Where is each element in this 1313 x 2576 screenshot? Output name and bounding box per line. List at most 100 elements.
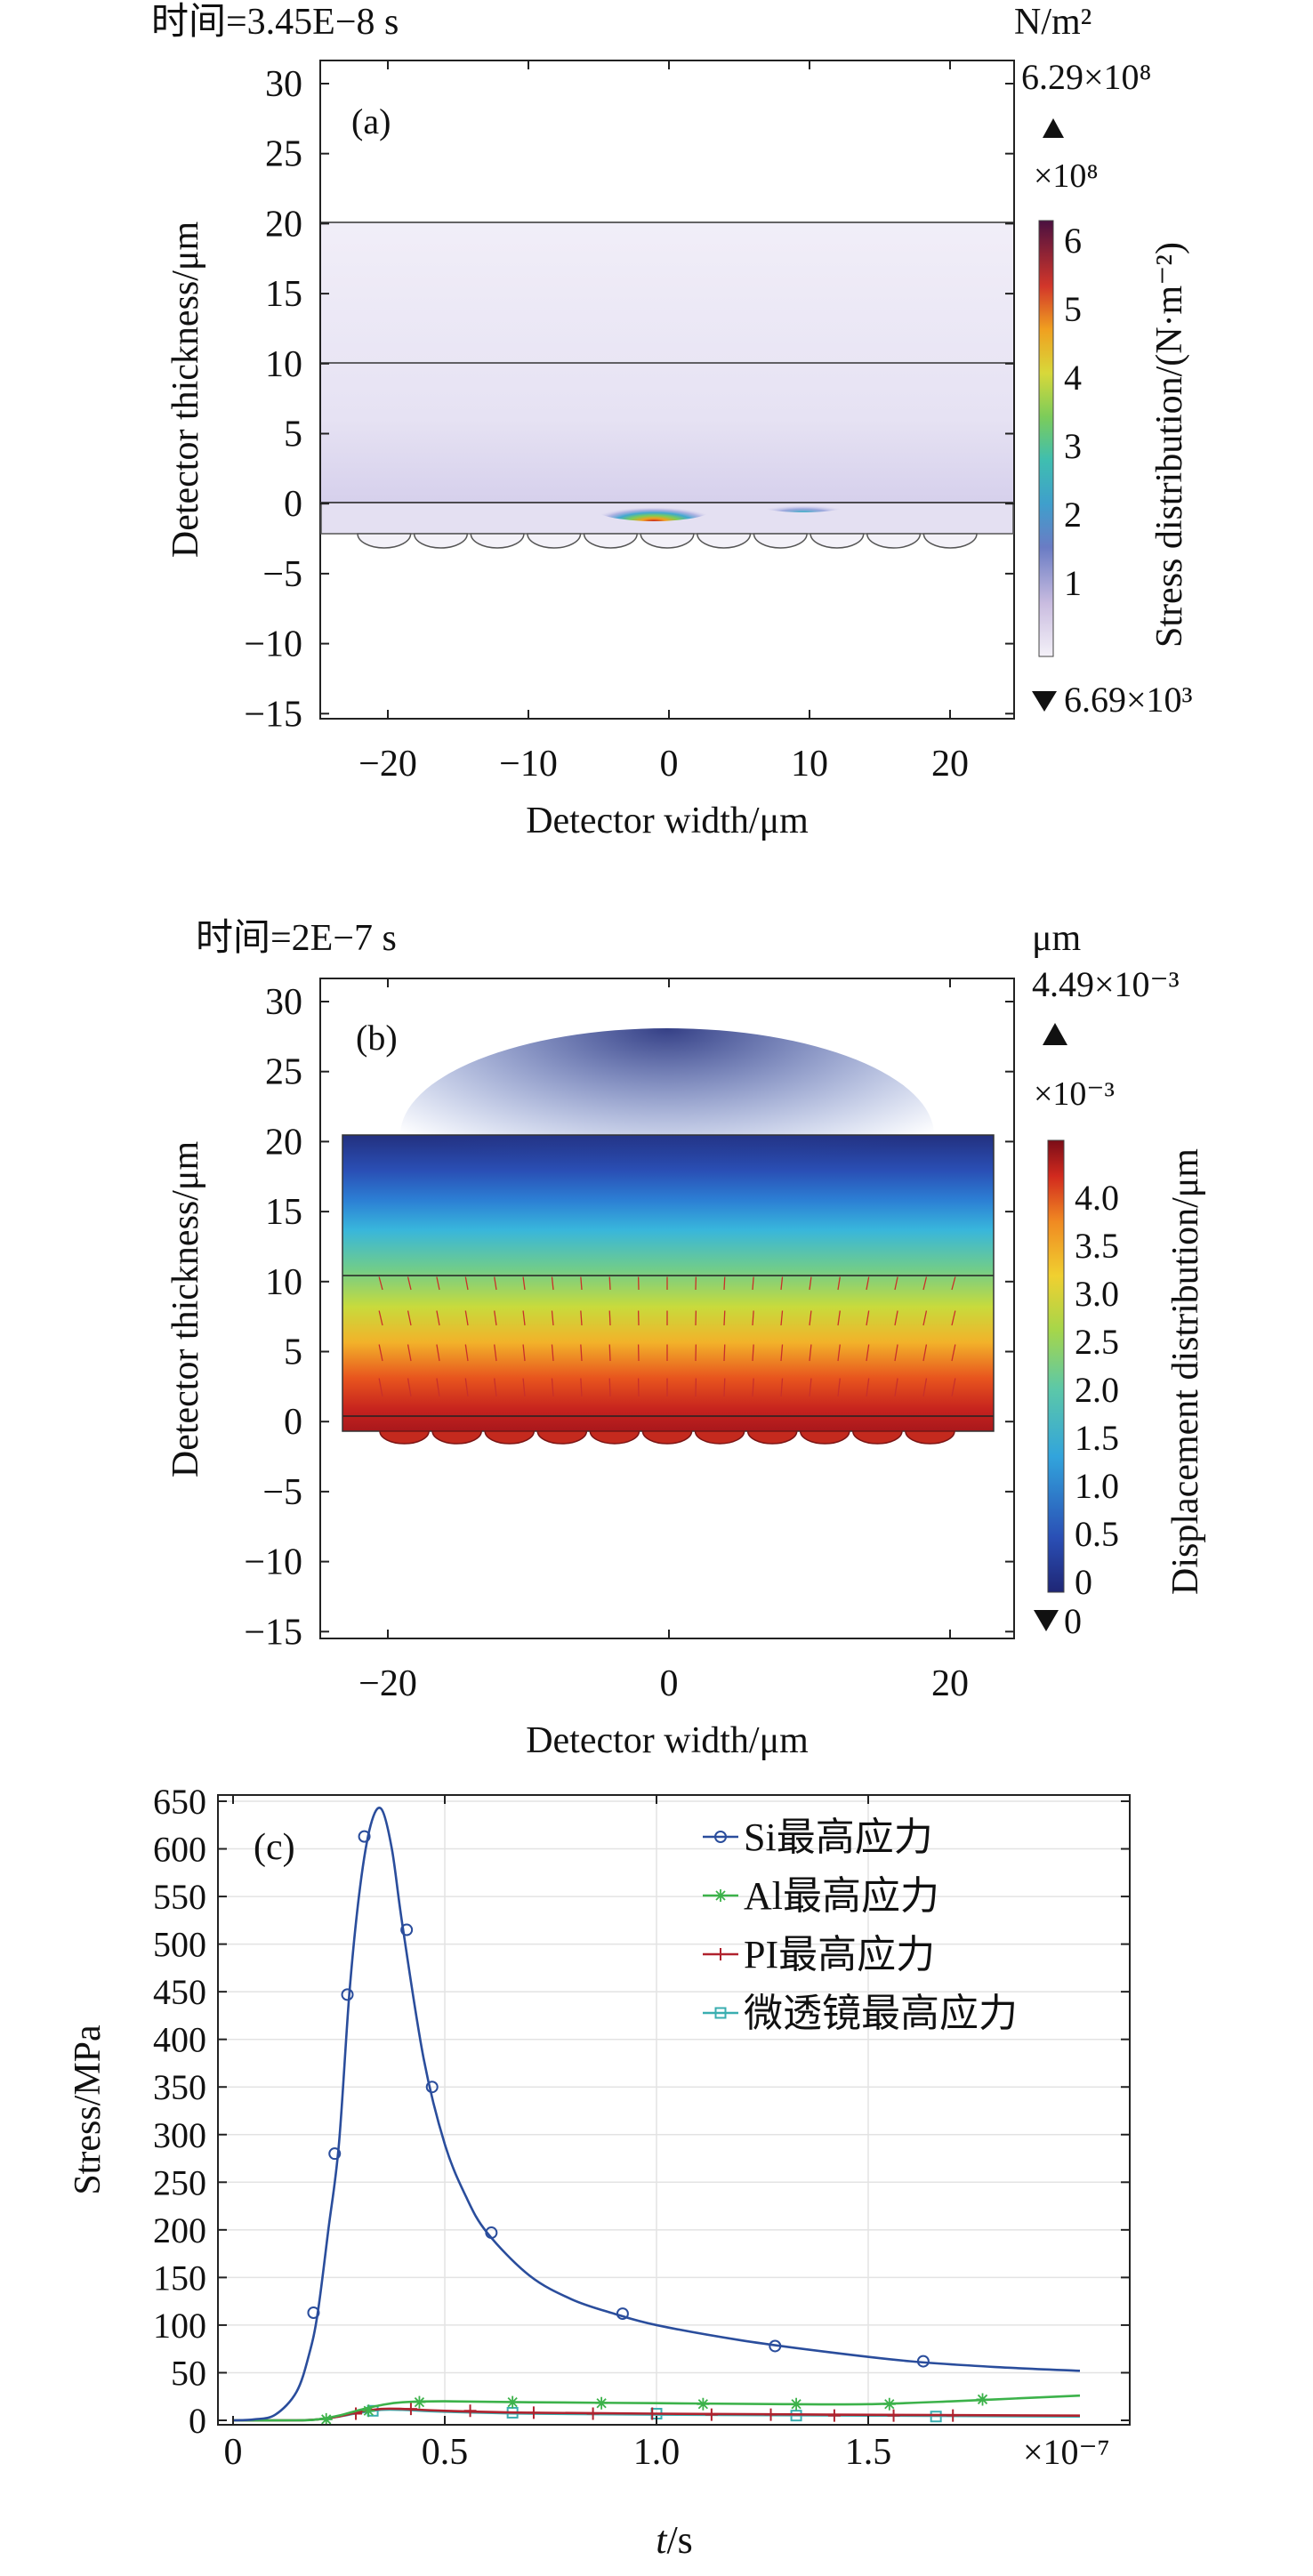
x-tick-label: 0 bbox=[660, 1663, 679, 1704]
y-axis-label: Stress/MPa bbox=[68, 2025, 109, 2195]
microlens bbox=[484, 1430, 536, 1445]
displacement-arrow bbox=[723, 1378, 726, 1397]
y-tick-label: 25 bbox=[265, 134, 302, 175]
y-tick-label: −10 bbox=[244, 624, 302, 665]
y-tick-label: 10 bbox=[265, 344, 302, 385]
microlens bbox=[413, 533, 469, 549]
series-marker bbox=[769, 2339, 782, 2353]
series-marker bbox=[764, 2408, 777, 2421]
displacement-arrow bbox=[580, 1310, 583, 1326]
displacement-arrow bbox=[522, 1378, 526, 1397]
legend-marker bbox=[714, 1889, 727, 1902]
legend-label: PI最高应力 bbox=[744, 1933, 935, 1976]
y-tick-label: 30 bbox=[265, 982, 302, 1023]
microlens bbox=[866, 533, 922, 549]
displacement-arrow bbox=[551, 1310, 554, 1326]
displacement-arrow bbox=[464, 1276, 469, 1291]
colorbar-tick-label: 2 bbox=[1064, 495, 1082, 535]
displacement-arrow bbox=[809, 1310, 812, 1326]
y-tick-label: 150 bbox=[153, 2258, 206, 2298]
y-tick-label: 30 bbox=[265, 64, 302, 105]
x-tick-label: −10 bbox=[499, 744, 558, 785]
y-tick-label: 350 bbox=[153, 2067, 206, 2107]
y-tick-label: 450 bbox=[153, 1972, 206, 2012]
series-line bbox=[232, 1807, 1081, 2422]
displacement-arrow bbox=[922, 1276, 928, 1291]
legend-label: 微透镜最高应力 bbox=[744, 1992, 1018, 2035]
x-tick-label: 10 bbox=[791, 744, 828, 785]
displacement-arrow bbox=[809, 1276, 812, 1291]
colorbar-tick-label: 2.0 bbox=[1075, 1370, 1119, 1410]
series-marker bbox=[319, 2412, 333, 2426]
panel-label: (c) bbox=[254, 1827, 295, 1868]
series-marker bbox=[328, 2147, 342, 2161]
y-tick-label: 100 bbox=[153, 2306, 206, 2346]
series-marker bbox=[350, 2407, 363, 2420]
displacement-arrow bbox=[464, 1378, 469, 1397]
series-marker bbox=[790, 2397, 803, 2411]
y-tick-label: 5 bbox=[284, 1332, 302, 1373]
microlens bbox=[470, 533, 525, 549]
x-axis-label: Detector width/μm bbox=[526, 801, 809, 841]
series-marker bbox=[697, 2397, 710, 2411]
displacement-arrow bbox=[436, 1378, 440, 1397]
legend-marker bbox=[714, 2007, 727, 2019]
microlens bbox=[694, 1430, 745, 1445]
microlens bbox=[641, 1430, 693, 1445]
microlens bbox=[852, 1430, 903, 1445]
colorbar-tick-label: 3 bbox=[1064, 426, 1082, 466]
chart-series bbox=[232, 1807, 1081, 2426]
x-tick-label: 0.5 bbox=[422, 2432, 469, 2473]
panel-label: (b) bbox=[356, 1018, 398, 1058]
displacement-arrow bbox=[951, 1276, 956, 1291]
series-marker bbox=[341, 1988, 354, 2001]
y-tick-label: 15 bbox=[265, 1192, 302, 1233]
displacement-arrow bbox=[407, 1378, 412, 1397]
colorbar-tick-label: 4.0 bbox=[1075, 1178, 1119, 1218]
legend-marker bbox=[714, 1831, 727, 1843]
series-marker bbox=[362, 2404, 375, 2418]
displacement-arrow bbox=[866, 1378, 870, 1397]
colorbar-tick-label: 3.0 bbox=[1075, 1274, 1119, 1314]
y-tick-label: 5 bbox=[284, 415, 302, 455]
unit-label: N/m² bbox=[1014, 2, 1091, 43]
panel-b-svg: 时间=2E−7 s μm 4.49×10⁻³ ×10⁻³ 30 25 20 15 10 5… bbox=[165, 918, 1206, 1761]
microlens bbox=[431, 1430, 482, 1445]
displacement-arrow bbox=[494, 1378, 497, 1397]
series-marker bbox=[882, 2397, 896, 2411]
colorbar-tick-label: 2.5 bbox=[1075, 1322, 1119, 1362]
displacement-arrow bbox=[723, 1344, 726, 1362]
time-label: 时间=3.45E−8 s bbox=[151, 2, 399, 43]
multiplier-label: ×10⁻³ bbox=[1034, 1075, 1115, 1113]
displacement-arrow bbox=[837, 1344, 841, 1362]
series-marker bbox=[506, 2395, 520, 2409]
x-tick-label: 0 bbox=[660, 744, 679, 785]
displacement-arrow bbox=[894, 1310, 898, 1326]
displacement-arrow bbox=[378, 1276, 383, 1291]
x-tick-label: 0 bbox=[224, 2432, 243, 2473]
y-tick-label: −15 bbox=[244, 694, 302, 735]
displacement-arrow bbox=[866, 1276, 870, 1291]
legend-label: Si最高应力 bbox=[744, 1815, 933, 1859]
colorbar-label: Stress distribution/(N·m⁻²) bbox=[1149, 242, 1190, 648]
chart-grid bbox=[219, 1796, 1129, 2424]
displacement-arrow bbox=[494, 1276, 497, 1291]
min-triangle-icon bbox=[1034, 1610, 1059, 1631]
stress-hotspot-right bbox=[759, 498, 848, 512]
series-marker bbox=[827, 2409, 841, 2422]
series-marker bbox=[916, 2355, 930, 2368]
series-marker bbox=[413, 2395, 426, 2409]
min-value-label: 0 bbox=[1064, 1601, 1082, 1641]
displacement-arrow bbox=[951, 1344, 956, 1362]
legend-label: Al最高应力 bbox=[744, 1874, 939, 1918]
displacement-arrow bbox=[580, 1276, 583, 1291]
displacement-arrow bbox=[866, 1310, 870, 1326]
displacement-arrow bbox=[951, 1378, 956, 1397]
series-marker bbox=[946, 2409, 960, 2422]
colorbar-tick-label: 3.5 bbox=[1075, 1226, 1119, 1266]
displacement-arrow bbox=[837, 1378, 841, 1397]
y-axis-ticks: 30 25 20 15 10 5 0 −5 −10 −15 bbox=[244, 64, 1014, 735]
y-tick-label: 20 bbox=[265, 204, 302, 245]
displacement-arrow bbox=[580, 1378, 583, 1397]
microlens bbox=[640, 533, 695, 549]
